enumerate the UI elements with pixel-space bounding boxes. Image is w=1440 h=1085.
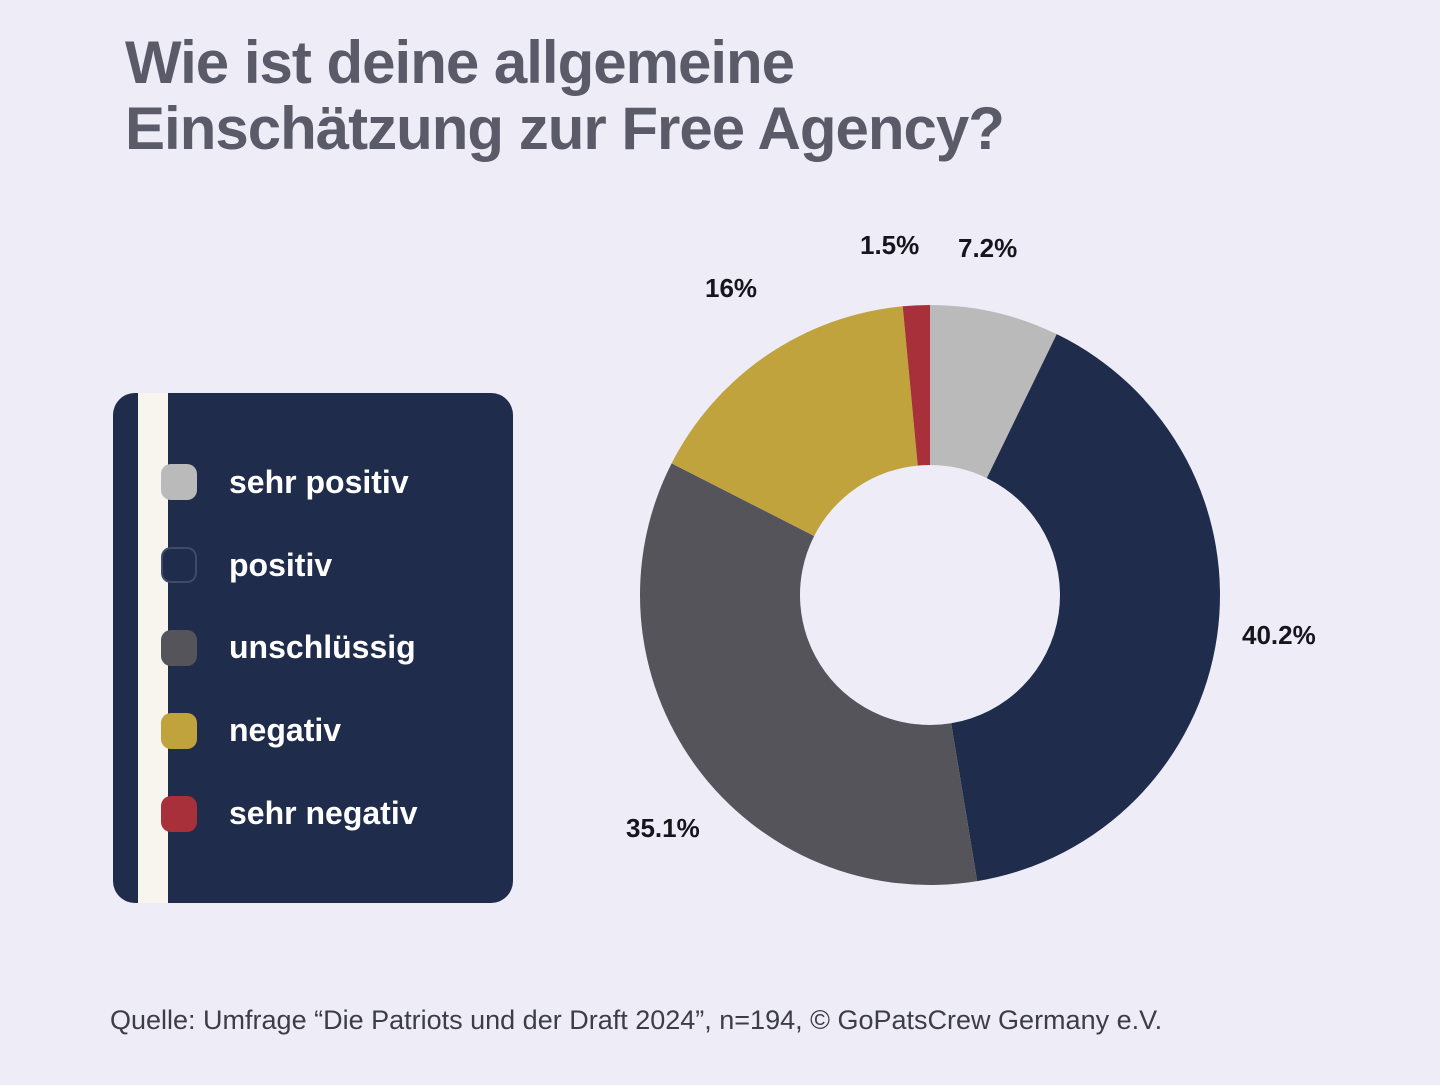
legend-item: sehr positiv (141, 464, 485, 501)
legend-swatch (161, 547, 197, 583)
pct-label-negativ: 16% (705, 273, 757, 304)
source-line: Quelle: Umfrage “Die Patriots und der Dr… (110, 1005, 1162, 1036)
legend-item: positiv (141, 547, 485, 584)
donut-chart: 7.2% 40.2% 35.1% 16% 1.5% (560, 225, 1340, 945)
legend-item: negativ (141, 712, 485, 749)
legend-label: sehr negativ (229, 795, 418, 832)
legend-card: sehr positiv positiv unschlüssig negativ seh… (113, 393, 513, 903)
legend-item: sehr negativ (141, 795, 485, 832)
pct-label-sehr_positiv: 7.2% (958, 233, 1017, 264)
legend-swatch (161, 796, 197, 832)
infographic-page: Wie ist deine allgemeine Einschätzung zu… (0, 0, 1440, 1085)
legend-swatch (161, 464, 197, 500)
legend-swatch (161, 630, 197, 666)
legend-label: sehr positiv (229, 464, 409, 501)
legend-label: negativ (229, 712, 341, 749)
legend-label: positiv (229, 547, 332, 584)
legend-item: unschlüssig (141, 629, 485, 666)
page-title: Wie ist deine allgemeine Einschätzung zu… (125, 30, 1025, 162)
legend-label: unschlüssig (229, 629, 416, 666)
pct-label-sehr_negativ: 1.5% (860, 230, 919, 261)
pct-label-unschluessig: 35.1% (626, 813, 700, 844)
legend-swatch (161, 713, 197, 749)
pct-label-positiv: 40.2% (1242, 620, 1316, 651)
